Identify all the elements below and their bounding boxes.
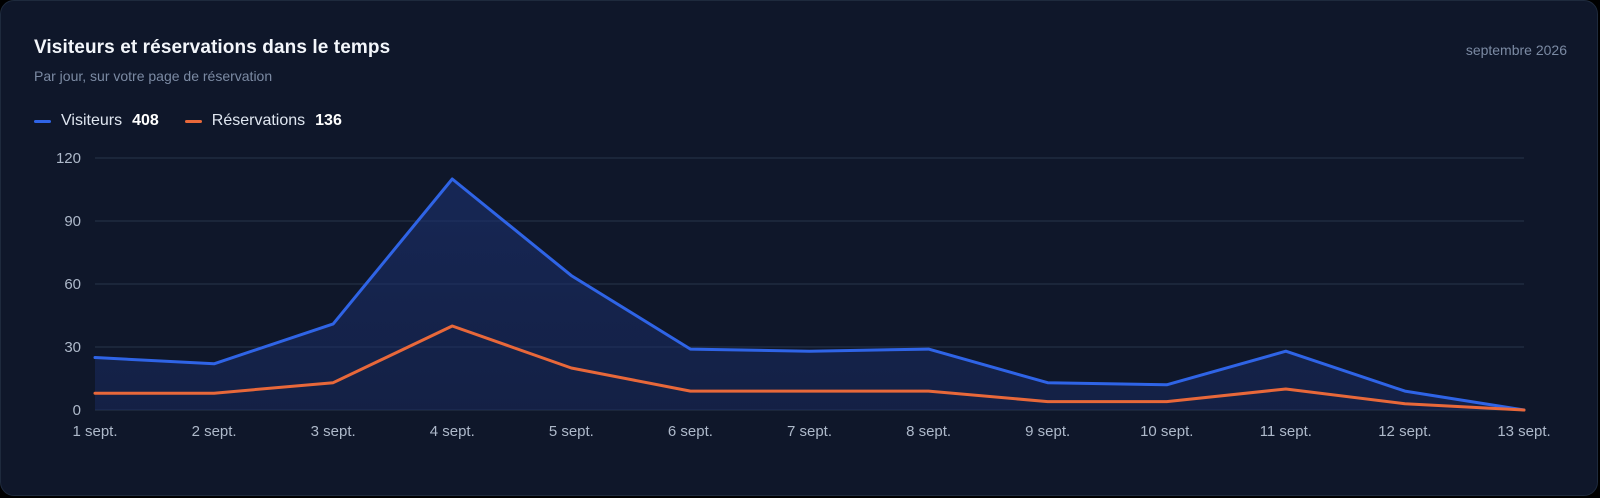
x-tick-label: 6 sept. xyxy=(668,423,713,440)
legend-item-reservations[interactable]: Réservations 136 xyxy=(184,112,342,130)
series-line-reservations xyxy=(93,324,1526,412)
x-tick-label: 1 sept. xyxy=(72,423,117,440)
legend-label-reservations: Réservations xyxy=(211,112,306,129)
chart-title: Visiteurs et réservations dans le temps xyxy=(34,37,391,58)
x-tick-label: 2 sept. xyxy=(192,423,237,440)
chart-subtitle: Par jour, sur votre page de réservation xyxy=(34,68,273,84)
legend-total-visiteurs: 408 xyxy=(132,112,159,129)
x-tick-label: 7 sept. xyxy=(787,423,832,440)
x-tick-label: 3 sept. xyxy=(311,423,356,440)
x-tick-label: 8 sept. xyxy=(906,423,951,440)
y-tick-label: 0 xyxy=(73,402,81,419)
legend-item-visiteurs[interactable]: Visiteurs 408 xyxy=(34,112,159,130)
legend: Visiteurs 408 Réservations 136 xyxy=(34,112,368,130)
y-tick-label: 90 xyxy=(64,213,81,230)
x-tick-label: 9 sept. xyxy=(1025,423,1070,440)
series-line-visiteurs xyxy=(93,177,1526,412)
y-tick-label: 120 xyxy=(56,150,81,167)
x-tick-label: 12 sept. xyxy=(1378,423,1431,440)
legend-total-reservations: 136 xyxy=(315,112,342,129)
period-label: septembre 2026 xyxy=(1465,42,1567,58)
x-tick-label: 5 sept. xyxy=(549,423,594,440)
legend-label-visiteurs: Visiteurs xyxy=(61,112,123,129)
x-tick-label: 11 sept. xyxy=(1260,423,1312,440)
area-visiteurs xyxy=(95,179,1524,410)
x-tick-label: 13 sept. xyxy=(1497,423,1550,440)
x-tick-label: 4 sept. xyxy=(430,423,475,440)
x-tick-label: 10 sept. xyxy=(1140,423,1193,440)
y-tick-label: 30 xyxy=(64,339,81,356)
y-tick-label: 60 xyxy=(64,276,81,293)
legend-swatch-reservations xyxy=(184,119,202,123)
legend-swatch-visiteurs xyxy=(34,119,51,123)
